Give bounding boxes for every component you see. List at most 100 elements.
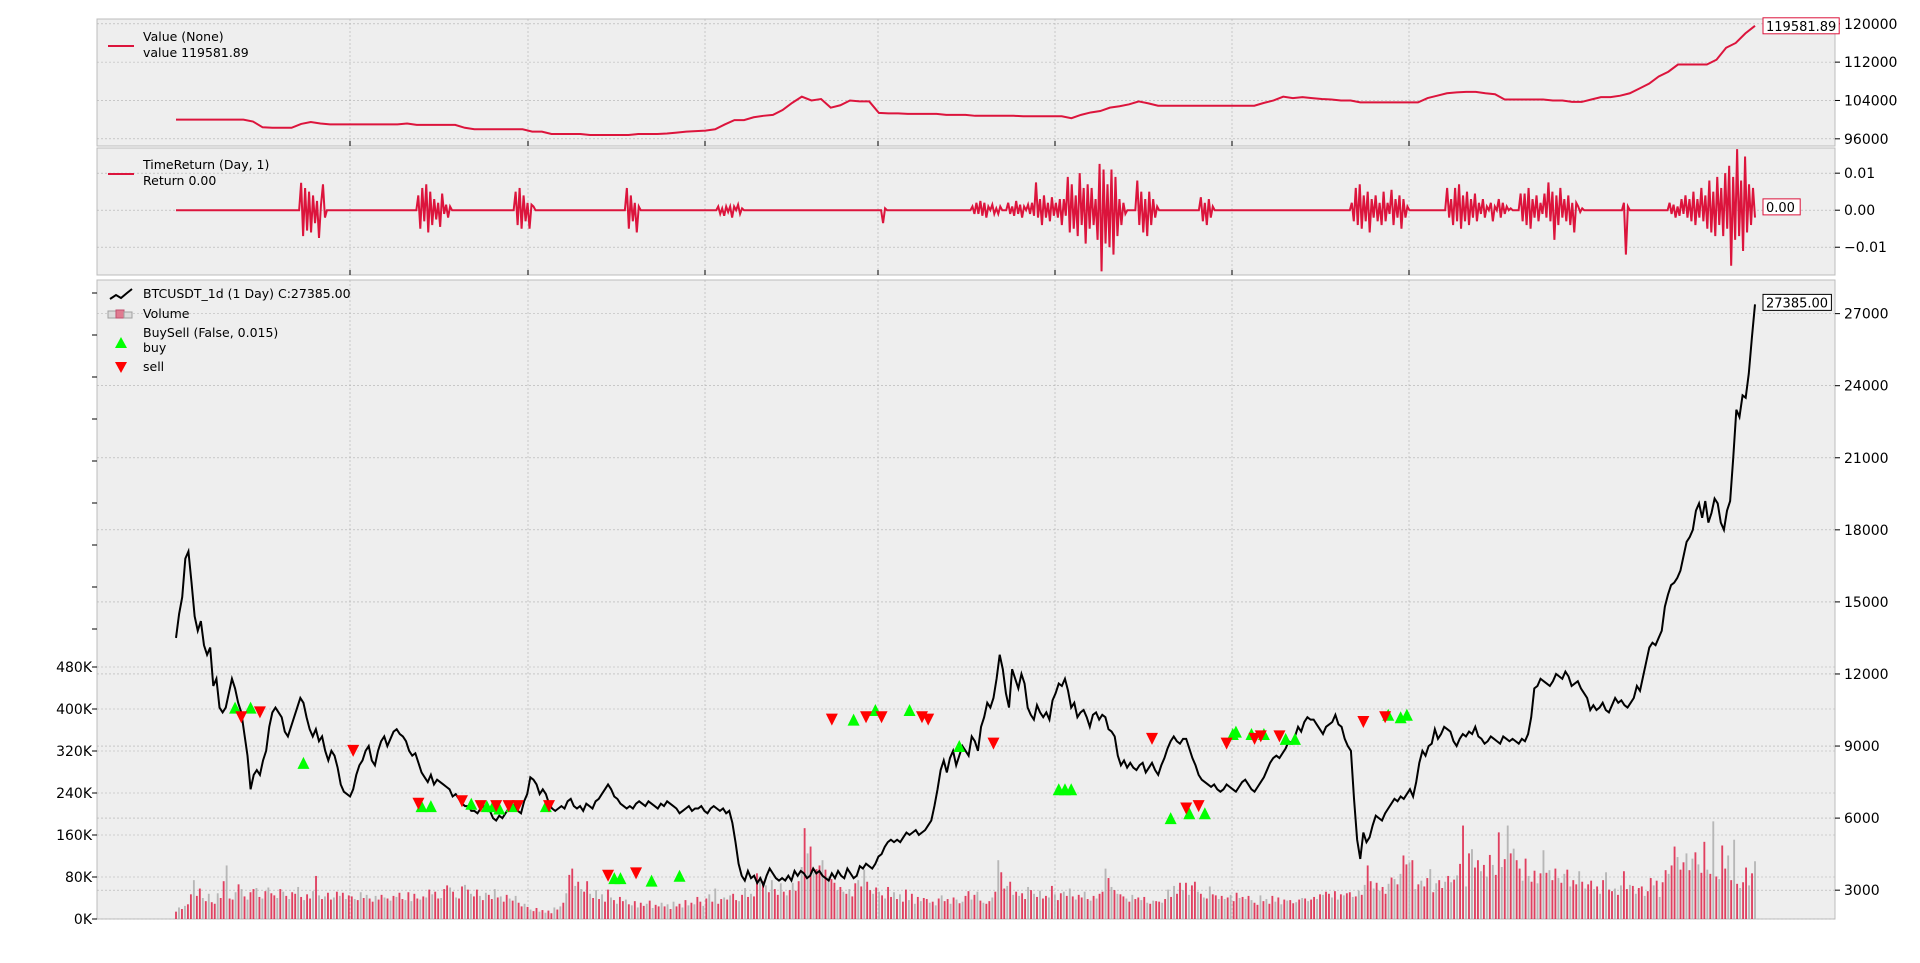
price-legend-label: BTCUSDT_1d (1 Day) C:27385.00 [143, 286, 351, 301]
volume-bar [544, 912, 547, 919]
volume-bar [1745, 867, 1747, 919]
volume-bar [559, 906, 562, 919]
price-panel: 3000 6000 9000 12000 15000 18000 21000 24000 270… [56, 279, 1889, 928]
volume-bar [380, 894, 383, 919]
volume-bar [1244, 899, 1247, 919]
sell-marker [875, 711, 888, 724]
volume-bar [1649, 878, 1652, 919]
volume-bar [902, 901, 904, 919]
volume-bar [1179, 882, 1181, 919]
volume-bar [297, 886, 300, 919]
volume-bar [708, 894, 711, 919]
volume-bar [759, 876, 761, 919]
volume-bar [1500, 867, 1503, 919]
volume-bar [285, 895, 288, 919]
volume-bar [505, 894, 508, 919]
volume-bar [1631, 885, 1634, 919]
volume-bar [592, 898, 595, 919]
volume-bar [181, 909, 183, 919]
volume-bar [201, 898, 204, 919]
volume-bar [1611, 891, 1613, 919]
volume-bar [1366, 865, 1369, 919]
volume-bar [374, 895, 377, 919]
volume-bar [1569, 886, 1572, 919]
volume-bar [1253, 902, 1256, 919]
volume-bar [270, 893, 273, 919]
volume-bar [1685, 853, 1688, 920]
volume-bar [1405, 864, 1408, 919]
volume-bar [705, 898, 708, 919]
volume-bar [779, 883, 782, 919]
volume-bar [1247, 895, 1250, 919]
volume-bar [1748, 885, 1750, 919]
price-axis-tick-label: 18000 [1844, 523, 1889, 539]
volume-bar [1059, 893, 1062, 919]
volume-bar [657, 906, 660, 919]
volume-bar [502, 901, 505, 919]
volume-bar [1039, 890, 1041, 919]
volume-bar [1310, 899, 1313, 919]
sell-marker [630, 867, 643, 880]
volume-bar [1336, 899, 1339, 919]
volume-bar [383, 897, 386, 919]
volume-bar [1593, 889, 1596, 919]
price-series-line [175, 304, 1756, 889]
sell-marker [511, 800, 524, 813]
price-last-value-text: 27385.00 [1766, 296, 1828, 311]
volume-bar [1196, 891, 1199, 919]
volume-bar [496, 897, 499, 919]
volume-bar [1751, 873, 1753, 919]
volume-bar [392, 895, 395, 919]
volume-bar [857, 880, 860, 919]
volume-bar [1545, 872, 1548, 919]
volume-bar [875, 887, 878, 919]
sell-marker [922, 713, 935, 726]
volume-bar [1512, 848, 1515, 919]
volume-bar [1134, 899, 1137, 919]
volume-bar [1003, 888, 1006, 919]
volume-bar [890, 896, 892, 919]
volume-bar [359, 892, 362, 919]
volume-bar [1256, 904, 1259, 919]
volume-bar [1018, 895, 1021, 919]
volume-bar [1557, 878, 1560, 919]
volume-bar [663, 906, 666, 919]
volume-bar [607, 889, 609, 919]
sell-marker [860, 711, 873, 724]
volume-bar [228, 898, 231, 919]
timereturn-legend-series-name: TimeReturn (Day, 1) [142, 157, 269, 172]
volume-bar [312, 891, 314, 919]
volume-bar [1551, 880, 1554, 919]
volume-bar [675, 906, 678, 919]
volume-bars [175, 821, 1756, 920]
volume-bar [475, 889, 478, 919]
volume-bar [928, 902, 931, 919]
volume-bar [294, 893, 297, 919]
buy-marker [1229, 725, 1242, 738]
volume-bar [997, 860, 1000, 919]
value-legend: Value (None) value 119581.89 [108, 29, 249, 60]
price-axis-tick-label: 9000 [1844, 739, 1880, 755]
volume-bar [1140, 900, 1143, 919]
volume-bar [604, 901, 606, 919]
buy-marker [1065, 783, 1078, 796]
volume-bar [1292, 903, 1295, 919]
volume-bar [1000, 872, 1003, 919]
volume-bar [1158, 901, 1161, 919]
volume-bar [836, 890, 839, 920]
sell-marker [1192, 800, 1205, 813]
sell-markers [235, 706, 1392, 882]
volume-bar [1554, 868, 1557, 919]
volume-bar [1176, 893, 1178, 919]
volume-bar [1033, 893, 1035, 919]
volume-axis-tick-label: 320K [56, 744, 93, 760]
volume-bar [1188, 894, 1190, 919]
volume-bar [1357, 890, 1360, 919]
volume-bar [511, 900, 514, 920]
volume-bar [1402, 855, 1405, 919]
volume-bar [1482, 864, 1485, 919]
timereturn-legend-value-label: Return 0.00 [143, 173, 216, 188]
volume-bar [717, 903, 720, 919]
timereturn-axis-tick-label: 0.00 [1844, 203, 1875, 219]
volume-axis-tick-label: 240K [56, 786, 93, 802]
